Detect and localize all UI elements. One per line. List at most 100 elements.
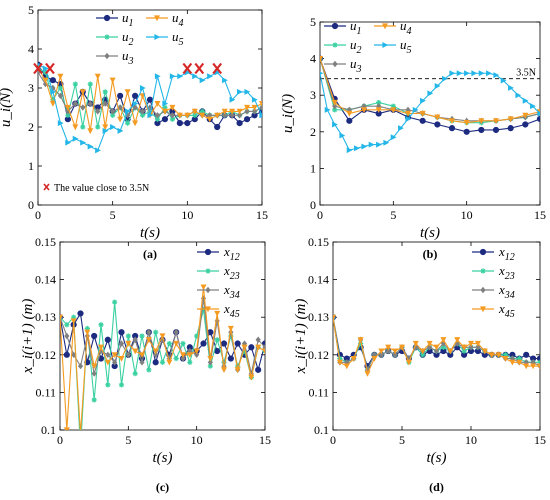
- y-tick-label: 3: [310, 88, 316, 102]
- data-point-x45: [125, 340, 132, 347]
- legend-label-x23: x23: [498, 263, 515, 282]
- data-point-u5: [110, 124, 116, 130]
- data-point-x12: [536, 355, 540, 362]
- data-point-x34: [371, 351, 377, 358]
- data-point-u4: [375, 107, 382, 114]
- data-point-x45: [530, 363, 537, 370]
- y-tick-label: 2: [28, 120, 34, 134]
- data-point-u4: [331, 99, 338, 106]
- y-tick-label: 0.14: [35, 273, 56, 287]
- data-point-u1: [419, 117, 426, 124]
- data-point-x45: [333, 314, 336, 321]
- data-point-u1: [522, 121, 529, 128]
- legend-marker-u5: [154, 34, 161, 40]
- data-point-x34: [98, 347, 104, 355]
- legend-label-u2: u2: [122, 29, 134, 48]
- data-point-x45: [433, 344, 440, 351]
- data-point-u4: [405, 110, 411, 117]
- data-point-u5: [530, 103, 536, 110]
- data-point-u5: [390, 134, 397, 141]
- x-tick-label: 5: [399, 433, 405, 447]
- data-point-u5: [95, 147, 101, 154]
- data-point-x45: [248, 374, 255, 381]
- data-point-x34: [180, 355, 186, 362]
- data-point-x45: [145, 337, 152, 343]
- series-line-u1: [320, 58, 540, 133]
- data-point-u5: [346, 147, 353, 154]
- data-point-u3: [332, 102, 338, 110]
- data-point-x45: [537, 363, 540, 370]
- data-point-u5: [412, 106, 419, 113]
- data-point-u4: [161, 108, 168, 115]
- data-point-x34: [468, 344, 474, 351]
- data-point-x45: [516, 359, 523, 366]
- data-point-u4: [42, 77, 49, 84]
- x-tick-label: 5: [390, 208, 396, 222]
- data-point-u1: [117, 92, 124, 99]
- y-tick-label: 0.12: [35, 348, 56, 362]
- data-point-u4: [199, 112, 206, 119]
- y-axis-label: u_i(N): [280, 94, 296, 133]
- data-point-x45: [399, 344, 405, 351]
- data-point-x45: [91, 363, 98, 370]
- legend-marker-x23: [480, 268, 486, 274]
- y-tick-label: 4: [28, 42, 34, 56]
- y-tick-label: 0.13: [35, 310, 56, 324]
- data-point-x34: [64, 332, 70, 340]
- y-tick-label: 2: [310, 125, 316, 139]
- data-point-u1: [492, 126, 500, 134]
- data-point-x45: [207, 355, 214, 362]
- data-point-u4: [229, 108, 236, 115]
- data-point-u5: [427, 90, 434, 97]
- data-point-u5: [38, 62, 42, 67]
- legend-label-u2: u2: [350, 37, 362, 56]
- legend-marker-x12: [479, 248, 487, 256]
- y-tick-label: 0.15: [35, 235, 56, 249]
- data-point-x23: [214, 337, 220, 343]
- data-point-u4: [463, 120, 470, 126]
- legend-marker-u1: [103, 14, 111, 22]
- data-point-u5: [207, 73, 213, 80]
- data-point-u3: [169, 112, 175, 119]
- highlight-x-marker: [45, 62, 55, 75]
- data-point-u5: [471, 70, 478, 77]
- data-point-u5: [229, 96, 236, 103]
- data-point-x45: [214, 310, 221, 317]
- data-point-x34: [427, 344, 433, 351]
- data-point-x23: [173, 355, 179, 362]
- data-point-x45: [523, 363, 530, 370]
- x-axis-label: t(s): [153, 450, 173, 466]
- data-point-u5: [320, 71, 324, 75]
- data-point-u3: [57, 92, 63, 99]
- data-point-u5: [405, 115, 412, 122]
- data-point-u4: [320, 56, 323, 62]
- x-tick-label: 10: [461, 208, 473, 222]
- x-tick-label: 0: [330, 433, 336, 447]
- series-group: [38, 61, 262, 154]
- data-point-u4: [346, 110, 353, 117]
- data-point-u2: [139, 112, 146, 118]
- data-point-u3: [229, 112, 235, 119]
- legend-label-x23: x23: [223, 263, 240, 282]
- annotation-text: The value close to 3.5N: [54, 183, 149, 194]
- data-point-u3: [72, 100, 78, 107]
- data-point-u3: [50, 84, 56, 92]
- data-point-u4: [102, 124, 109, 131]
- data-point-u1: [146, 96, 154, 103]
- data-point-x12: [63, 351, 70, 358]
- data-point-u2: [102, 89, 108, 95]
- data-point-u4: [169, 104, 176, 111]
- data-point-x45: [468, 340, 474, 347]
- data-point-x34: [77, 362, 84, 370]
- legend-label-x45: x45: [223, 301, 240, 320]
- legend-marker-u2: [104, 34, 110, 40]
- data-point-u5: [508, 84, 514, 91]
- data-point-u2: [95, 124, 101, 130]
- legend-marker-u5: [382, 42, 389, 48]
- data-point-x45: [200, 284, 207, 291]
- legend-label-u1: u1: [350, 18, 362, 37]
- y-tick-label: 1: [28, 159, 34, 173]
- data-point-x45: [481, 348, 488, 355]
- x-tick-label: 10: [465, 433, 477, 447]
